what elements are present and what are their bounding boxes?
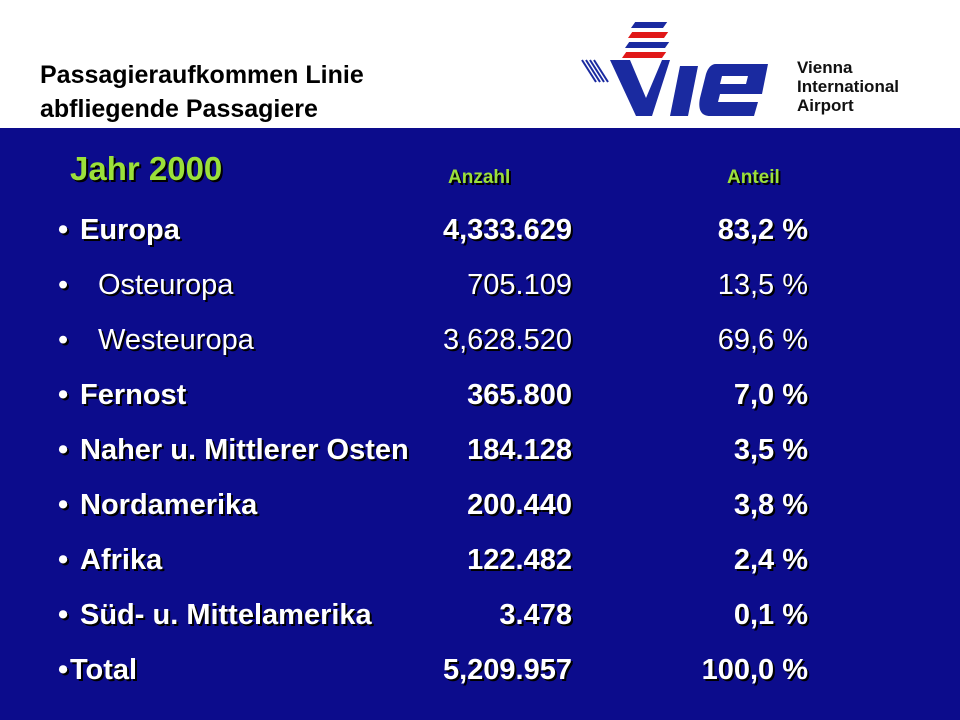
row-label: • Osteuropa [58,265,233,305]
row-label-text: Süd- u. Mittelamerika [80,599,372,631]
table-row-osteuropa: • Osteuropa 705.109 13,5 % [0,265,960,305]
table-row-europa: • Europa 4,333.629 83,2 % [0,210,960,250]
row-count: 3.478 [499,599,572,631]
row-label-text: Naher u. Mittlerer Osten [80,434,409,466]
airport-name: Vienna International Airport [797,58,899,115]
table-row-total: •Total 5,209.957 100,0 % [0,650,960,690]
header: Passagieraufkommen Linie abfliegende Pas… [0,0,960,128]
row-count: 184.128 [467,434,572,466]
vie-logo-icon [581,22,768,116]
row-label: • Süd- u. Mittelamerika [58,595,372,635]
bullet-icon: • [58,434,69,466]
table-row-afrika: • Afrika 122.482 2,4 % [0,540,960,580]
bullet-icon: • [58,599,69,631]
row-label-text: Total [70,654,138,686]
bullet-icon: • [58,214,69,246]
row-count: 5,209.957 [442,654,572,686]
count-column-header: Anzahl [448,167,511,188]
bullet-icon: • [58,269,69,301]
row-count: 705.109 [467,269,572,301]
row-share: 3,8 % [733,489,808,521]
title-line-1: Passagieraufkommen Linie [40,61,364,89]
row-share: 3,5 % [733,434,808,466]
row-share: 83,2 % [717,214,808,246]
airport-name-line-2: International [797,77,900,96]
row-label-text: Europa [80,214,180,246]
bullet-icon: • [58,379,69,411]
airport-name-line-1: Vienna [797,58,853,77]
row-share: 7,0 % [733,379,808,411]
bullet-icon: • [58,544,69,576]
bullet-icon: • [58,324,69,356]
row-label-text: Nordamerika [80,489,258,521]
row-label-text: Osteuropa [98,269,234,301]
row-label: • Europa [58,210,180,250]
row-count: 200.440 [467,489,572,521]
table-row-fernost: • Fernost 365.800 7,0 % [0,375,960,415]
content-panel [0,128,960,720]
row-share: 2,4 % [733,544,808,576]
row-count: 365.800 [467,379,572,411]
table-row-nordamerika: • Nordamerika 200.440 3,8 % [0,485,960,525]
row-share: 100,0 % [701,654,808,686]
row-label-text: Fernost [80,379,187,411]
page-title: Passagieraufkommen Linie abfliegende Pas… [40,58,364,126]
row-share: 13,5 % [717,269,808,301]
table-row-westeuropa: • Westeuropa 3,628.520 69,6 % [0,320,960,360]
row-count: 122.482 [467,544,572,576]
row-label: • Nordamerika [58,485,257,525]
row-label: •Total [58,650,137,690]
bullet-icon: • [58,654,69,686]
row-label: • Naher u. Mittlerer Osten [58,430,409,470]
row-label-text: Westeuropa [98,324,254,356]
table-row-sued-mittelamerika: • Süd- u. Mittelamerika 3.478 0,1 % [0,595,960,635]
row-label-text: Afrika [80,544,163,576]
share-column-header: Anteil [727,167,780,188]
row-share: 0,1 % [733,599,808,631]
bullet-icon: • [58,489,69,521]
row-label: • Fernost [58,375,186,415]
row-label: • Afrika [58,540,162,580]
airport-name-line-3: Airport [797,96,854,115]
title-line-2: abfliegende Passagiere [40,95,318,123]
row-count: 4,333.629 [442,214,572,246]
year-heading: Jahr 2000 [70,150,223,187]
row-count: 3,628.520 [442,324,572,356]
row-label: • Westeuropa [58,320,254,360]
row-share: 69,6 % [717,324,808,356]
table-row-naher-mittlerer-osten: • Naher u. Mittlerer Osten 184.128 3,5 % [0,430,960,470]
